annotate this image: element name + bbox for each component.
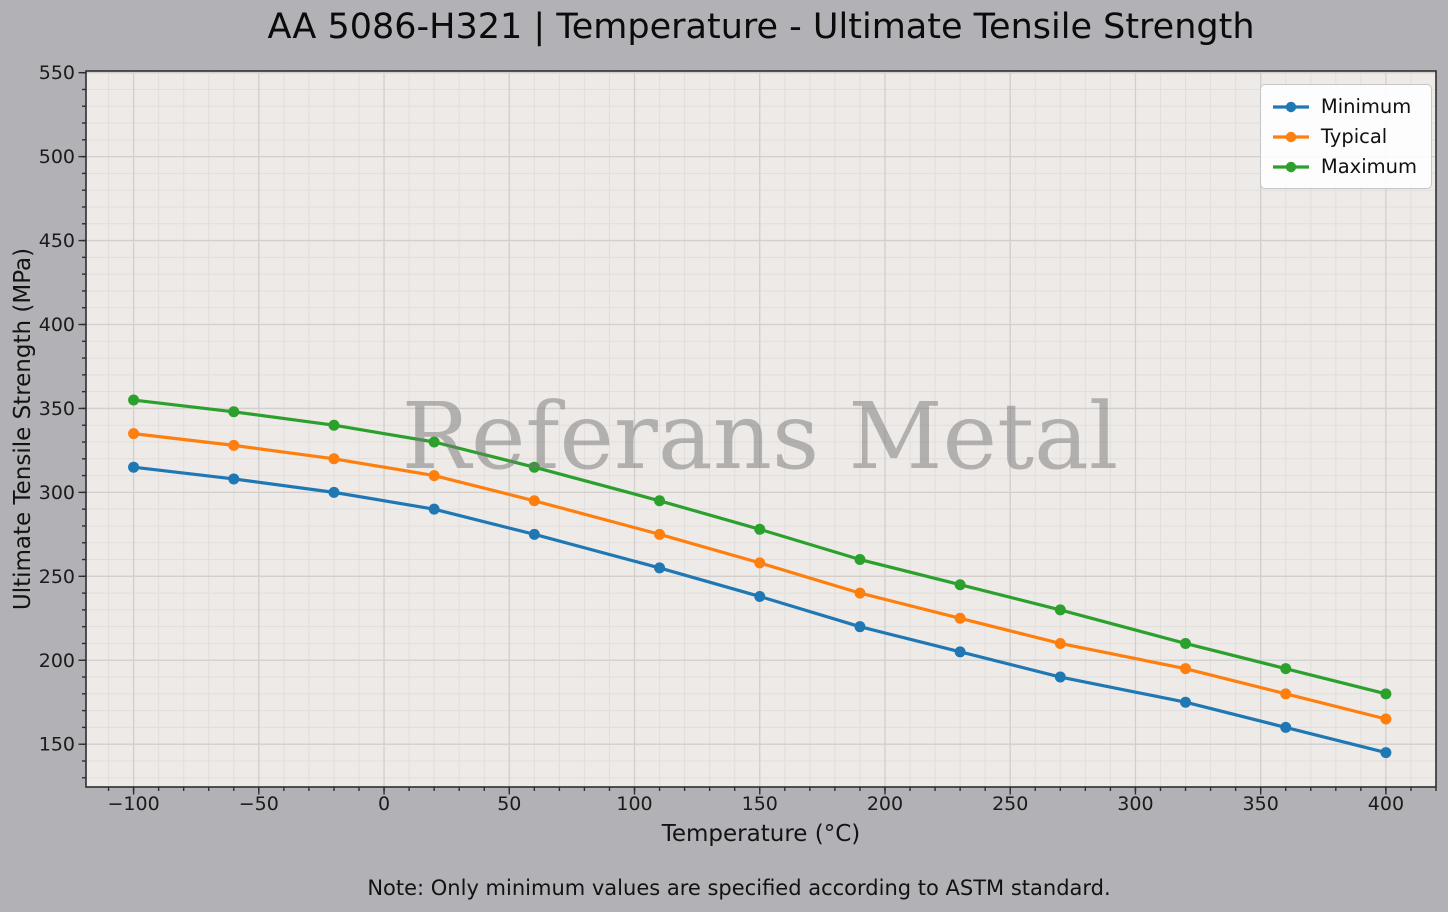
- legend-marker: [1285, 161, 1297, 172]
- legend-item-maximum: Maximum: [1272, 153, 1417, 180]
- legend-label: Maximum: [1320, 155, 1417, 178]
- marker-typical: [228, 439, 240, 451]
- marker-maximum: [328, 419, 340, 431]
- marker-maximum: [854, 554, 866, 566]
- series-typical: [128, 428, 1392, 725]
- marker-minimum: [128, 461, 140, 473]
- marker-minimum: [1280, 721, 1292, 733]
- marker-typical: [854, 587, 866, 599]
- marker-minimum: [1380, 747, 1392, 759]
- marker-maximum: [128, 394, 140, 406]
- x-tick-label: 50: [497, 793, 521, 815]
- marker-maximum: [1054, 604, 1066, 616]
- marker-minimum: [428, 503, 440, 515]
- marker-minimum: [854, 621, 866, 633]
- marker-minimum: [754, 590, 766, 602]
- legend-item-typical: Typical: [1272, 123, 1417, 150]
- legend-item-minimum: Minimum: [1272, 93, 1417, 120]
- marker-typical: [428, 470, 440, 482]
- y-tick-label: 550: [39, 62, 75, 84]
- marker-maximum: [1280, 663, 1292, 675]
- marker-maximum: [1180, 637, 1192, 649]
- legend-line-icon: [1272, 161, 1309, 172]
- footnote: Note: Only minimum values are specified …: [367, 876, 1111, 900]
- marker-typical: [654, 528, 666, 540]
- x-tick-label: 0: [378, 793, 390, 815]
- legend: Minimum Typical Maximum: [1259, 84, 1432, 189]
- marker-maximum: [428, 436, 440, 448]
- x-tick-label: 400: [1368, 793, 1404, 815]
- marker-minimum: [1180, 696, 1192, 708]
- legend-line-icon: [1272, 101, 1309, 112]
- y-tick-label: 150: [39, 734, 75, 756]
- x-tick-label: −50: [239, 793, 279, 815]
- y-tick-label: 450: [39, 230, 75, 252]
- watermark: Referans Metal: [402, 383, 1119, 490]
- y-axis-label: Ultimate Tensile Strength (MPa): [10, 247, 36, 611]
- marker-typical: [528, 495, 540, 507]
- marker-typical: [1280, 688, 1292, 700]
- marker-maximum: [528, 461, 540, 473]
- marker-minimum: [654, 562, 666, 574]
- chart-title: AA 5086-H321 | Temperature - Ultimate Te…: [267, 7, 1255, 47]
- marker-minimum: [528, 528, 540, 540]
- series-minimum: [128, 461, 1392, 759]
- x-tick-label: 250: [992, 793, 1028, 815]
- legend-marker: [1285, 131, 1297, 142]
- x-tick-label: 200: [867, 793, 903, 815]
- y-tick-label: 300: [39, 482, 75, 504]
- marker-typical: [1054, 637, 1066, 649]
- x-tick-label: 300: [1117, 793, 1153, 815]
- marker-maximum: [954, 579, 966, 591]
- y-tick-label: 250: [39, 566, 75, 588]
- y-tick-label: 200: [39, 650, 75, 672]
- y-tick-label: 350: [39, 398, 75, 420]
- major-gridlines: [86, 71, 1436, 787]
- marker-minimum: [954, 646, 966, 658]
- y-tick-labels: 150 200 250 300 350 400 450 500 550: [39, 62, 75, 756]
- x-axis-label: Temperature (°C): [661, 821, 861, 847]
- y-tick-label: 500: [39, 146, 75, 168]
- x-tick-label: 100: [616, 793, 652, 815]
- marker-minimum: [1054, 671, 1066, 683]
- marker-maximum: [654, 495, 666, 507]
- marker-minimum: [328, 486, 340, 498]
- marker-maximum: [228, 406, 240, 418]
- marker-maximum: [1380, 688, 1392, 700]
- marker-typical: [1380, 713, 1392, 725]
- y-tick-label: 400: [39, 314, 75, 336]
- legend-line-icon: [1272, 131, 1309, 142]
- x-tick-labels: −100 −50 0 50 100 150 200 250 300 350 400: [107, 793, 1404, 815]
- marker-typical: [954, 612, 966, 624]
- x-tick-label: 350: [1243, 793, 1279, 815]
- plot-border: [85, 70, 1437, 788]
- marker-maximum: [754, 523, 766, 535]
- marker-typical: [754, 557, 766, 569]
- legend-label: Typical: [1320, 125, 1388, 148]
- marker-typical: [1180, 663, 1192, 675]
- marker-typical: [328, 453, 340, 465]
- x-tick-label: 150: [742, 793, 778, 815]
- marker-minimum: [228, 473, 240, 485]
- legend-label: Minimum: [1320, 95, 1412, 118]
- x-tick-label: −100: [107, 793, 159, 815]
- series-maximum: [128, 394, 1392, 700]
- legend-marker: [1285, 101, 1297, 112]
- marker-typical: [128, 428, 140, 440]
